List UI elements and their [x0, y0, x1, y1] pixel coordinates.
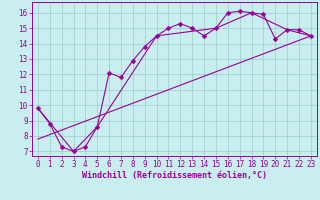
X-axis label: Windchill (Refroidissement éolien,°C): Windchill (Refroidissement éolien,°C) [82, 171, 267, 180]
